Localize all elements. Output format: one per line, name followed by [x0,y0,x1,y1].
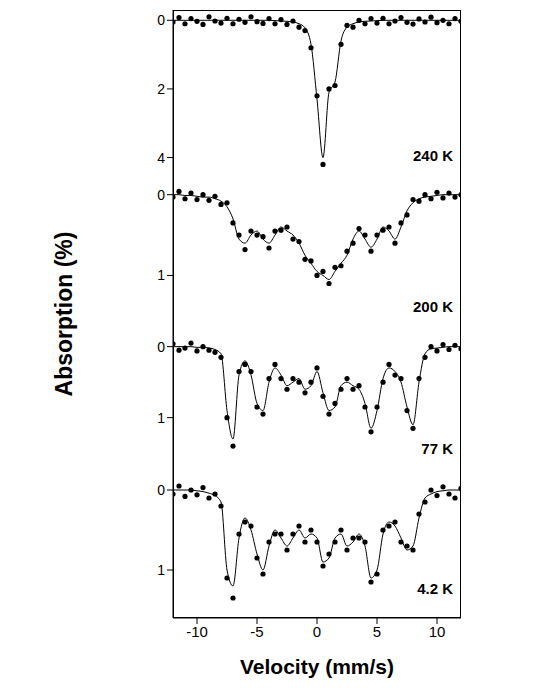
svg-text:1: 1 [157,562,165,578]
svg-text:0: 0 [313,623,321,640]
svg-text:1: 1 [157,267,165,283]
svg-text:10: 10 [429,623,446,640]
svg-text:4.2 K: 4.2 K [417,580,453,597]
svg-text:-5: -5 [250,623,263,640]
svg-text:4: 4 [157,150,165,166]
svg-text:-10: -10 [186,623,208,640]
svg-text:0: 0 [157,187,165,203]
svg-text:5: 5 [373,623,381,640]
svg-text:0: 0 [157,482,165,498]
svg-text:2: 2 [157,81,165,97]
svg-text:Velocity (mm/s): Velocity (mm/s) [240,655,394,678]
svg-text:77 K: 77 K [421,440,453,457]
svg-text:200 K: 200 K [413,298,453,315]
svg-text:1: 1 [157,410,165,426]
svg-text:Absorption (%): Absorption (%) [51,232,77,397]
svg-text:0: 0 [157,12,165,28]
svg-text:240 K: 240 K [413,147,453,164]
svg-text:0: 0 [157,339,165,355]
